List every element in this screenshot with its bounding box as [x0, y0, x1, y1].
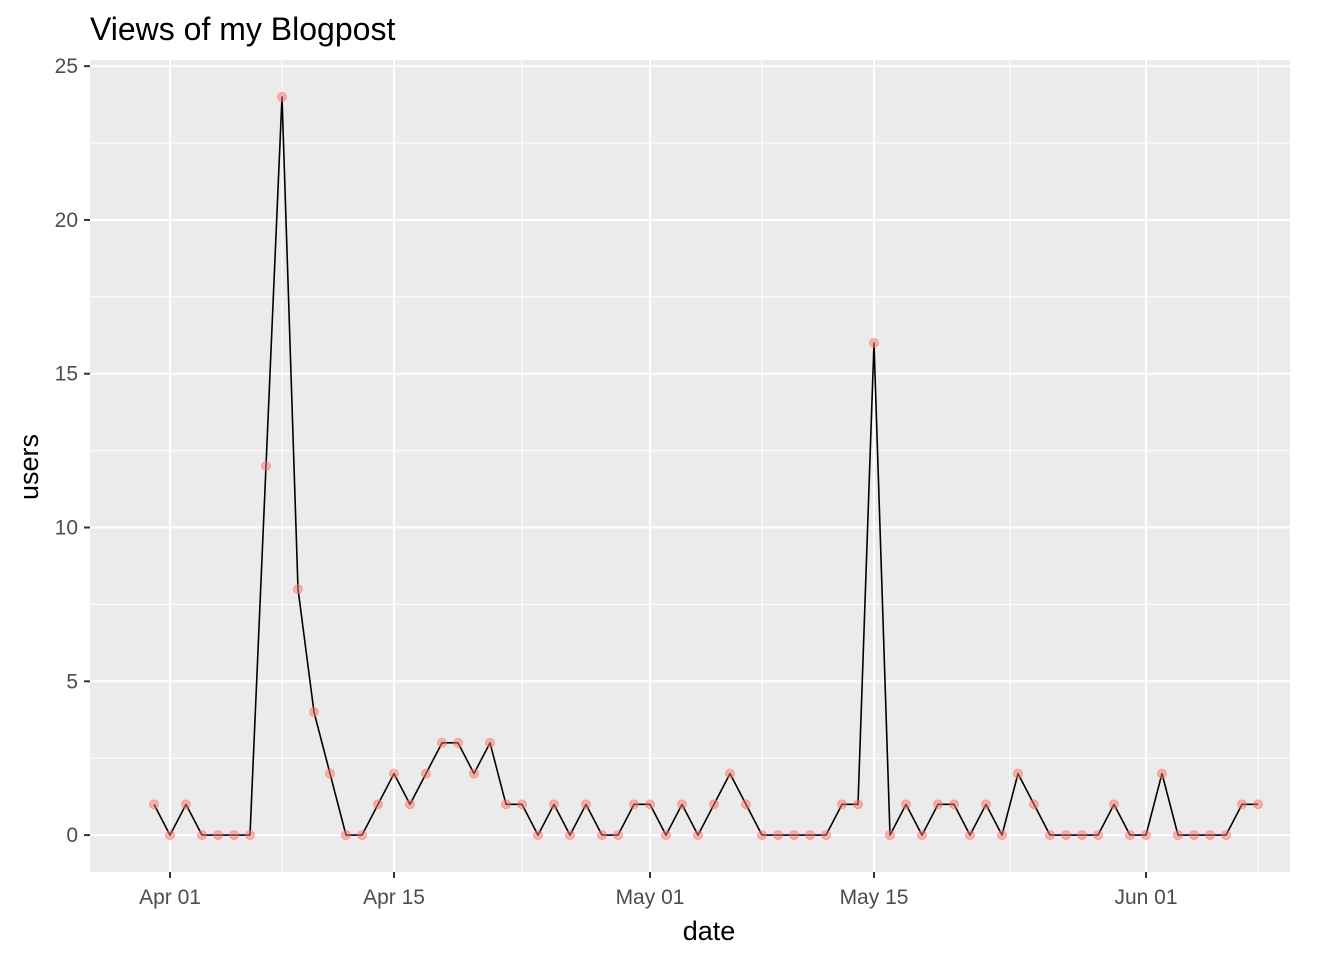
data-point — [901, 799, 911, 810]
data-point — [149, 799, 159, 810]
data-point — [997, 830, 1007, 841]
y-tick-label: 15 — [55, 363, 78, 386]
x-axis: Apr 01 Apr 15 May 01 May 15 Jun 01 — [139, 872, 1178, 909]
data-point — [869, 337, 879, 348]
data-point — [773, 830, 783, 841]
data-point — [501, 799, 511, 810]
data-point — [197, 830, 207, 841]
data-point — [277, 91, 287, 102]
data-point — [389, 768, 399, 779]
data-point — [1237, 799, 1247, 810]
y-tick-label: 5 — [66, 670, 78, 693]
x-axis-title: date — [683, 916, 736, 946]
data-point — [949, 799, 959, 810]
data-point — [1077, 830, 1087, 841]
data-point — [693, 830, 703, 841]
data-point — [1141, 830, 1151, 841]
data-point — [357, 830, 367, 841]
data-point — [981, 799, 991, 810]
data-point — [165, 830, 175, 841]
y-tick-label: 10 — [55, 517, 78, 540]
data-point — [821, 830, 831, 841]
data-point — [1189, 830, 1199, 841]
data-point — [1173, 830, 1183, 841]
data-point — [597, 830, 607, 841]
data-point — [1205, 830, 1215, 841]
data-point — [645, 799, 655, 810]
data-point — [373, 799, 383, 810]
x-tick-label: May 15 — [840, 886, 909, 909]
data-point — [261, 461, 271, 471]
series-points-group — [149, 91, 1263, 841]
series-line-group — [153, 96, 1258, 836]
data-point — [709, 799, 719, 810]
data-point — [853, 799, 863, 810]
minor-grid — [90, 60, 1290, 872]
data-point — [725, 768, 735, 779]
data-point — [533, 830, 543, 841]
y-tick-label: 0 — [66, 824, 78, 847]
data-point — [213, 830, 223, 841]
data-point — [1253, 799, 1263, 810]
data-point — [453, 737, 463, 748]
data-point — [293, 584, 303, 595]
data-point — [437, 737, 447, 748]
data-point — [245, 830, 255, 841]
data-point — [469, 768, 479, 779]
data-point — [325, 768, 335, 779]
series-line — [153, 96, 1258, 836]
data-point — [229, 830, 239, 841]
data-point — [309, 707, 319, 718]
data-point — [885, 830, 895, 841]
data-point — [181, 799, 191, 810]
data-point — [1157, 768, 1167, 779]
data-point — [581, 799, 591, 810]
data-point — [933, 799, 943, 810]
data-point — [1029, 799, 1039, 810]
data-point — [661, 830, 671, 841]
data-point — [789, 830, 799, 841]
data-point — [613, 830, 623, 841]
data-point — [1061, 830, 1071, 841]
data-point — [1109, 799, 1119, 810]
y-axis-title: users — [14, 434, 44, 500]
x-tick-label: May 01 — [616, 886, 685, 909]
data-point — [549, 799, 559, 810]
data-point — [405, 799, 415, 810]
data-point — [629, 799, 639, 810]
y-tick-label: 20 — [55, 209, 78, 232]
y-axis: 0 5 10 15 20 25 — [55, 55, 90, 847]
x-tick-label: Jun 01 — [1114, 886, 1177, 909]
data-point — [1045, 830, 1055, 841]
data-point — [965, 830, 975, 841]
data-point — [917, 830, 927, 841]
plot-panel — [90, 60, 1290, 872]
data-point — [517, 799, 527, 810]
data-point — [677, 799, 687, 810]
x-tick-label: Apr 01 — [139, 886, 201, 909]
data-point — [837, 799, 847, 810]
data-point — [341, 830, 351, 841]
data-point — [805, 830, 815, 841]
x-tick-label: Apr 15 — [363, 886, 425, 909]
data-point — [1125, 830, 1135, 841]
data-point — [485, 737, 495, 748]
data-point — [565, 830, 575, 841]
data-point — [757, 830, 767, 841]
data-point — [1221, 830, 1231, 841]
chart-title: Views of my Blogpost — [90, 11, 395, 47]
y-tick-label: 25 — [55, 55, 78, 78]
data-point — [1093, 830, 1103, 841]
data-point — [421, 768, 431, 779]
data-point — [741, 799, 751, 810]
data-point — [1013, 768, 1023, 779]
